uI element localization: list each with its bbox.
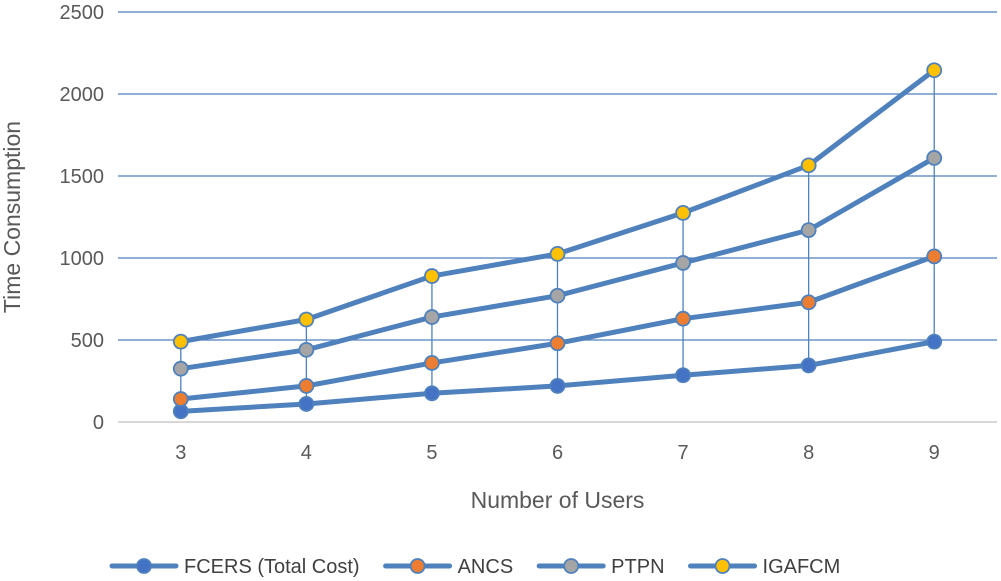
y-tick-label: 0 xyxy=(93,412,104,434)
legend-label: ANCS xyxy=(458,556,514,578)
data-point xyxy=(800,357,817,374)
x-tick-label: 6 xyxy=(552,442,563,464)
data-point xyxy=(424,385,440,402)
data-point xyxy=(172,391,189,407)
data-point xyxy=(424,309,440,325)
data-point xyxy=(675,255,691,271)
x-tick-label: 8 xyxy=(803,442,814,464)
y-tick-label: 500 xyxy=(71,330,104,352)
data-point xyxy=(800,222,817,239)
x-axis-title: Number of Users xyxy=(471,487,645,513)
legend-label: FCERS (Total Cost) xyxy=(184,556,360,578)
series-markers xyxy=(172,62,943,420)
legend-swatch-marker xyxy=(563,558,580,574)
data-point xyxy=(424,355,440,371)
x-tick-label: 5 xyxy=(426,442,437,464)
data-point xyxy=(298,378,315,394)
y-tick-label: 1000 xyxy=(60,248,105,270)
y-tick-label: 2500 xyxy=(60,2,105,24)
data-point xyxy=(298,311,315,328)
x-tick-label: 3 xyxy=(175,442,186,464)
data-point xyxy=(298,396,315,412)
legend-swatch-marker xyxy=(714,558,731,574)
data-point xyxy=(800,294,817,311)
data-point xyxy=(424,268,440,284)
x-tick-label: 7 xyxy=(678,442,689,464)
data-point xyxy=(926,150,943,166)
data-point xyxy=(926,62,943,79)
data-point xyxy=(298,341,315,358)
y-axis-title: Time Consumption xyxy=(0,121,25,313)
data-point xyxy=(800,157,817,174)
data-point xyxy=(172,333,189,350)
legend-label: IGAFCM xyxy=(763,556,841,578)
y-tick-label: 1500 xyxy=(60,166,105,188)
y-axis-ticks: 0 500 1000 1500 2000 2500 xyxy=(60,2,105,434)
legend: FCERS (Total Cost) ANCS PTPN IGAFCM xyxy=(109,556,841,578)
x-tick-label: 9 xyxy=(929,442,940,464)
data-point xyxy=(549,287,566,304)
data-point xyxy=(926,333,943,350)
data-point xyxy=(549,378,566,394)
y-tick-label: 2000 xyxy=(60,84,105,106)
data-point xyxy=(549,335,566,352)
legend-label: PTPN xyxy=(611,556,664,578)
data-point xyxy=(675,204,691,221)
drop-lines xyxy=(180,70,935,412)
legend-swatch-marker xyxy=(136,558,152,574)
x-axis-ticks: 3 4 5 6 7 8 9 xyxy=(175,442,940,464)
data-point xyxy=(675,367,691,384)
data-point xyxy=(926,248,943,265)
legend-swatch-marker xyxy=(409,558,426,574)
data-point xyxy=(549,245,566,262)
x-tick-label: 4 xyxy=(301,442,312,464)
data-point xyxy=(172,360,189,377)
data-point xyxy=(675,310,691,327)
